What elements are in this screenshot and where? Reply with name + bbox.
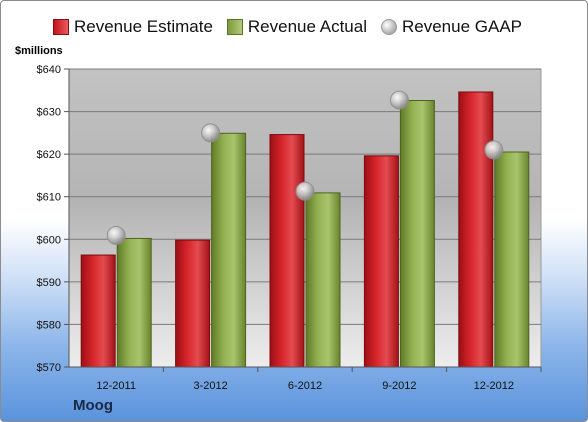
x-tick-label-0: 12-2011 bbox=[96, 380, 136, 392]
marker-revenue-gaap-1 bbox=[201, 123, 221, 143]
y-tick-label-2: $590 bbox=[37, 277, 61, 289]
marker-revenue-gaap-0 bbox=[106, 225, 126, 245]
bar-revenue-actual-4 bbox=[494, 151, 530, 368]
company-name: Moog bbox=[73, 397, 113, 414]
y-tick-label-3: $600 bbox=[37, 234, 61, 246]
legend-label-gaap: Revenue GAAP bbox=[402, 17, 523, 36]
y-tick-label-0: $570 bbox=[37, 362, 61, 374]
bar-revenue-actual-3 bbox=[399, 100, 435, 368]
legend-swatch-actual bbox=[226, 19, 243, 35]
bar-revenue-estimate-1 bbox=[175, 239, 211, 368]
x-tick-label-1: 3-2012 bbox=[193, 380, 227, 392]
marker-revenue-gaap-2 bbox=[295, 181, 315, 201]
y-axis-unit-label: $millions bbox=[15, 45, 63, 57]
y-tick-label-6: $630 bbox=[37, 107, 61, 119]
legend-label-estimate: Revenue Estimate bbox=[74, 17, 213, 36]
marker-revenue-gaap-4 bbox=[484, 140, 504, 160]
bar-revenue-actual-2 bbox=[305, 192, 341, 368]
legend-item-estimate: Revenue Estimate bbox=[53, 17, 213, 37]
bar-revenue-estimate-2 bbox=[269, 134, 305, 368]
legend-swatch-gaap bbox=[381, 19, 397, 35]
x-tick-label-2: 6-2012 bbox=[288, 380, 322, 392]
legend-label-actual: Revenue Actual bbox=[247, 17, 367, 36]
legend-item-actual: Revenue Actual bbox=[226, 17, 367, 37]
y-tick-label-5: $620 bbox=[37, 149, 61, 161]
x-tick-label-4: 12-2012 bbox=[474, 380, 514, 392]
bar-revenue-actual-0 bbox=[116, 237, 152, 368]
legend-item-gaap: Revenue GAAP bbox=[381, 17, 522, 37]
y-tick-label-4: $610 bbox=[37, 192, 61, 204]
bar-revenue-estimate-4 bbox=[458, 91, 494, 368]
legend: Revenue Estimate Revenue Actual Revenue … bbox=[53, 17, 536, 37]
legend-swatch-estimate bbox=[53, 19, 69, 35]
bar-revenue-actual-1 bbox=[211, 132, 247, 368]
y-tick-label-1: $580 bbox=[37, 319, 61, 331]
bar-revenue-estimate-0 bbox=[80, 254, 116, 368]
bar-revenue-estimate-3 bbox=[363, 155, 399, 368]
x-tick-label-3: 9-2012 bbox=[382, 380, 416, 392]
y-tick-label-7: $640 bbox=[37, 64, 61, 76]
marker-revenue-gaap-3 bbox=[389, 90, 409, 110]
